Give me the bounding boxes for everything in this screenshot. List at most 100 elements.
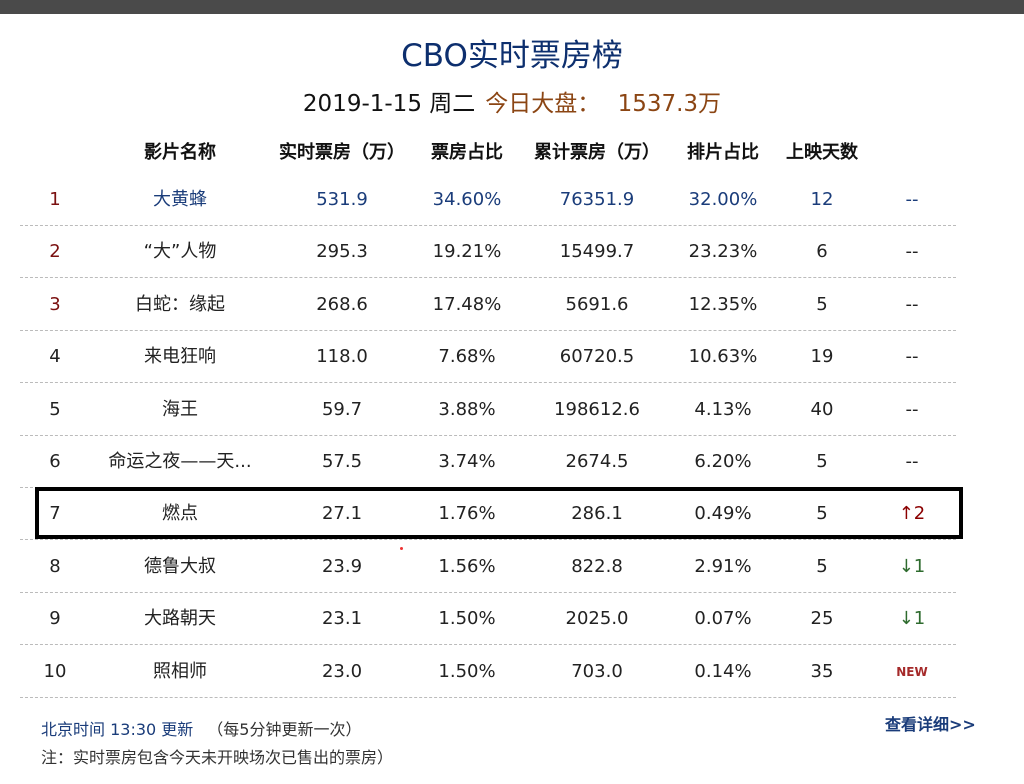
cell-days: 19 [810,346,834,368]
cell-screen: 23.23% [688,241,758,263]
cell-share: 19.21% [432,241,502,263]
cell-rt: 118.0 [316,346,368,368]
update-time: 北京时间 13:30 更新 [41,720,194,739]
cell-name[interactable]: 命运之夜——天... [108,451,252,472]
cell-total: 5691.6 [565,293,629,315]
cell-days: 35 [810,660,834,682]
cell-days: 6 [816,241,828,263]
cell-name[interactable]: “大”人物 [143,241,217,263]
cell-screen: 10.63% [688,346,758,368]
cell-rt: 268.6 [316,293,368,315]
table-row[interactable]: 4 来电狂响 118.0 7.68% 60720.5 10.63% 19 -- [20,331,956,384]
page-title: CBO实时票房榜 [401,38,623,74]
column-header: 实时票房（万） [279,142,405,163]
cell-name[interactable]: 照相师 [153,660,207,682]
table-row[interactable]: 6 命运之夜——天... 57.5 3.74% 2674.5 6.20% 5 -- [20,436,956,488]
cell-rt: 23.9 [321,555,363,577]
trend-indicator: ↓1 [898,608,926,630]
cell-total: 60720.5 [559,346,635,368]
cell-rt: 531.9 [316,189,368,210]
cell-total: 703.0 [571,660,623,682]
cell-name[interactable]: 大路朝天 [144,608,216,630]
footnote: 注：实时票房包含今天未开映场次已售出的票房） [41,748,394,767]
cell-rank: 4 [49,346,61,368]
cell-rank: 8 [49,555,61,577]
cell-days: 25 [810,608,834,630]
cell-total: 822.8 [571,555,623,577]
table-row[interactable]: 5 海王 59.7 3.88% 198612.6 4.13% 40 -- [20,384,956,436]
cell-rt: 295.3 [316,241,368,263]
date: 2019-1-15 周二 [302,91,476,117]
trend-indicator: NEW [896,664,928,679]
cell-name[interactable]: 来电狂响 [144,346,216,368]
cell-share: 1.50% [438,608,496,630]
total-value: 1537.3万 [617,91,722,117]
update-info: 北京时间 13:30 更新 （每5分钟更新一次） [41,716,361,740]
trend-indicator: -- [905,451,919,472]
cell-total: 198612.6 [554,398,640,420]
column-header: 影片名称 [144,142,216,163]
table-row[interactable]: 3 白蛇：缘起 268.6 17.48% 5691.6 12.35% 5 -- [20,279,956,331]
cell-days: 12 [810,189,834,210]
view-details-link[interactable]: 查看详细>> [885,715,976,734]
trend-indicator: ↓1 [898,555,926,577]
cell-name[interactable]: 白蛇：缘起 [135,293,225,315]
table-row[interactable]: 10 照相师 23.0 1.50% 703.0 0.14% 35 NEW [20,646,956,698]
cell-days: 40 [810,398,834,420]
column-header: 累计票房（万） [534,142,660,163]
column-header: 票房占比 [431,142,503,163]
cell-screen: 0.14% [694,660,752,682]
total-label: 今日大盘： [485,91,601,117]
cell-rank: 6 [49,451,61,472]
update-note: （每5分钟更新一次） [207,720,362,739]
cell-share: 1.56% [438,555,496,577]
cell-screen: 12.35% [688,293,758,315]
trend-indicator: -- [905,189,919,210]
cell-share: 7.68% [438,346,496,368]
cell-total: 2674.5 [565,451,629,472]
cell-share: 34.60% [432,189,502,210]
cell-share: 1.76% [438,503,496,525]
cell-rank: 7 [49,503,61,525]
cell-rank: 1 [49,189,61,210]
cell-days: 5 [816,293,828,315]
cell-share: 17.48% [432,293,502,315]
cell-screen: 0.07% [694,608,752,630]
cell-name[interactable]: 海王 [162,398,198,420]
cell-rt: 23.0 [321,660,363,682]
trend-indicator: -- [905,293,919,315]
cell-total: 76351.9 [559,189,635,210]
trend-indicator: -- [905,241,919,263]
column-header: 排片占比 [687,142,759,163]
table-row[interactable]: 7 燃点 27.1 1.76% 286.1 0.49% 5 ↑2 [20,488,956,541]
top-bar [0,0,1024,14]
cell-rank: 10 [43,660,67,682]
cell-name[interactable]: 德鲁大叔 [144,555,216,577]
table-row[interactable]: 2 “大”人物 295.3 19.21% 15499.7 23.23% 6 -- [20,226,956,279]
column-header: 上映天数 [786,142,858,163]
cell-share: 3.74% [438,451,496,472]
cell-rank: 3 [49,293,61,315]
cell-total: 286.1 [571,503,623,525]
cell-screen: 32.00% [688,189,758,210]
highlight-box [35,487,963,539]
cell-rt: 59.7 [321,398,363,420]
cell-total: 2025.0 [565,608,629,630]
cell-days: 5 [816,555,828,577]
red-dot [400,547,403,550]
cell-rt: 57.5 [321,451,363,472]
trend-indicator: ↑2 [898,503,926,525]
table-row[interactable]: 9 大路朝天 23.1 1.50% 2025.0 0.07% 25 ↓1 [20,593,956,646]
cell-share: 1.50% [438,660,496,682]
cell-days: 5 [816,503,828,525]
cell-name[interactable]: 燃点 [162,503,198,525]
cell-rt: 27.1 [321,503,363,525]
cell-rank: 2 [49,241,61,263]
cell-rank: 9 [49,608,61,630]
table-row[interactable]: 1 大黄蜂 531.9 34.60% 76351.9 32.00% 12 -- [20,174,956,226]
table-row[interactable]: 8 德鲁大叔 23.9 1.56% 822.8 2.91% 5 ↓1 [20,541,956,593]
subtitle: 2019-1-15 周二 今日大盘： 1537.3万 [0,84,1024,118]
cell-name[interactable]: 大黄蜂 [153,189,207,210]
cell-total: 15499.7 [559,241,635,263]
cell-screen: 2.91% [694,555,752,577]
